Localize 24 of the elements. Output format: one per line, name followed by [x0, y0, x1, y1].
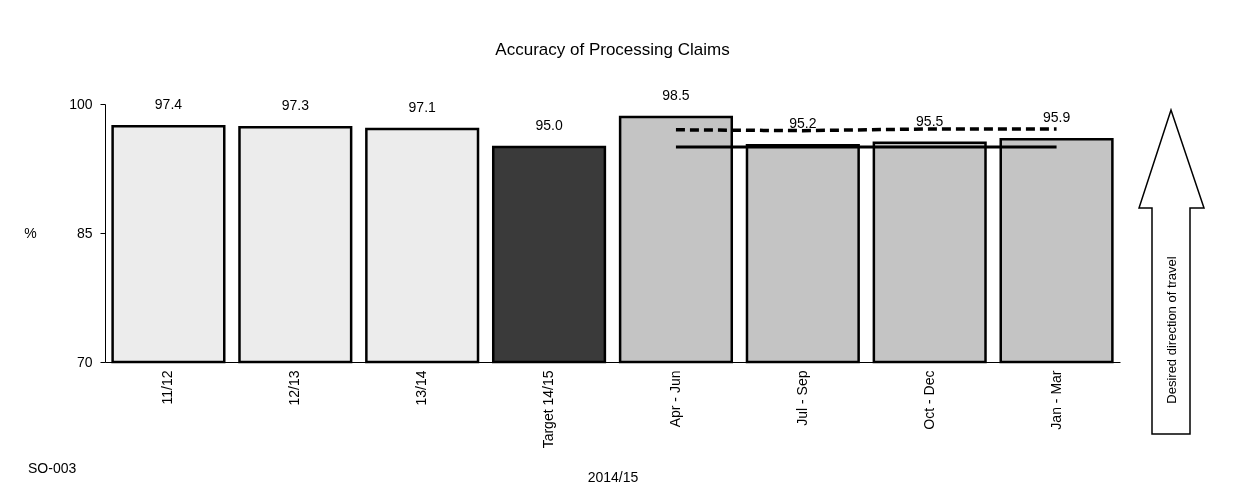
x-tick-label: 12/13: [286, 370, 303, 406]
data-label: 97.3: [281, 97, 310, 114]
data-label: 97.4: [154, 96, 183, 113]
x-tick-label: Jul - Sep: [793, 370, 810, 426]
data-label: 95.5: [916, 112, 944, 129]
x-tick-label: 11/12: [159, 370, 176, 405]
data-label: 95.2: [789, 115, 817, 132]
x-tick-label: 13/14: [413, 370, 430, 406]
data-label: 97.1: [408, 98, 437, 115]
text: Desired direction of travel: [1163, 256, 1179, 404]
x-tick-label: Apr - Jun: [666, 370, 683, 428]
y-tick-label: 100: [69, 95, 93, 112]
y-axis-title: %: [24, 224, 37, 241]
text: SO-003: [28, 460, 77, 476]
data-label: 95.0: [535, 117, 563, 133]
y-tick-label: 70: [76, 353, 93, 370]
data-label: 98.5: [662, 86, 690, 103]
x-tick-label: Target 14/15: [540, 370, 557, 449]
x-tick-label: Oct - Dec: [920, 370, 937, 430]
y-tick-label: 85: [76, 224, 93, 241]
data-label: 95.9: [1042, 109, 1071, 126]
x-axis-title: 2014/15: [587, 468, 639, 485]
x-tick-label: Jan - Mar: [1047, 370, 1064, 430]
chart-title: Accuracy of Processing Claims: [495, 39, 730, 59]
